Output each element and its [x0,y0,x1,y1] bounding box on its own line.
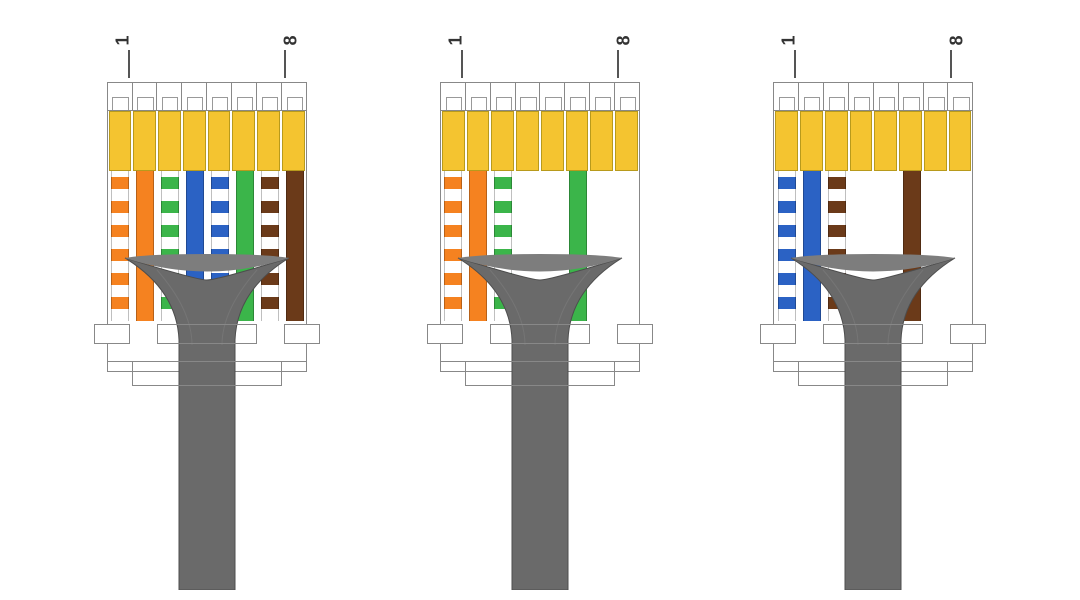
pin-slot [257,83,282,110]
pin-slot [182,83,207,110]
lower-housing [798,362,948,386]
gold-contact [183,111,206,171]
gold-contact [590,111,613,171]
strain-tab [760,324,796,344]
pin-slots [441,83,639,111]
pin-slot [232,83,257,110]
pin-slot [516,83,541,110]
lower-housing [132,362,282,386]
gold-contacts [441,111,639,171]
pin-slot [565,83,590,110]
pin-slots [774,83,972,111]
cable-jacket [117,250,297,580]
pin-slot [899,83,924,110]
gold-contact [850,111,873,171]
gold-contact [109,111,132,171]
connector-4wire-blue-brown: 18 [758,20,988,580]
gold-contact [208,111,231,171]
pin-label-end: 8 [947,35,968,45]
gold-contact [442,111,465,171]
gold-contact [133,111,156,171]
strain-center [490,324,590,344]
gold-contacts [108,111,306,171]
strain-tab [950,324,986,344]
strain-center [157,324,257,344]
strain-relief [107,306,307,362]
gold-contacts [774,111,972,171]
cable-jacket [450,250,630,580]
gold-contact [899,111,922,171]
strain-center [823,324,923,344]
gold-contact [282,111,305,171]
gold-contact [825,111,848,171]
pin-label-start: 1 [112,35,133,45]
pin-slot [849,83,874,110]
pin-tick [950,50,952,78]
gold-contact [800,111,823,171]
lower-housing [465,362,615,386]
pin-slot [948,83,972,110]
cable-jacket [783,250,963,580]
rj45-diagram: 18 18 18 [0,0,1080,600]
pin-slots [108,83,306,111]
strain-relief [440,306,640,362]
strain-relief [773,306,973,362]
pin-slot [491,83,516,110]
gold-contact [232,111,255,171]
pin-slot [108,83,133,110]
pin-slot [799,83,824,110]
pin-slot [207,83,232,110]
connector-full-8wire: 18 [92,20,322,580]
pin-label-start: 1 [445,35,466,45]
gold-contact [158,111,181,171]
pin-slot [874,83,899,110]
strain-tab [284,324,320,344]
pin-tick [128,50,130,78]
strain-tab [427,324,463,344]
connector-4wire-orange-green: 18 [425,20,655,580]
pin-tick [794,50,796,78]
pin-slot [133,83,158,110]
gold-contact [516,111,539,171]
pin-slot [282,83,306,110]
strain-tab [617,324,653,344]
pin-slot [540,83,565,110]
pin-label-start: 1 [779,35,800,45]
gold-contact [491,111,514,171]
gold-contact [257,111,280,171]
gold-contact [541,111,564,171]
pin-slot [774,83,799,110]
pin-slot [590,83,615,110]
gold-contact [924,111,947,171]
gold-contact [566,111,589,171]
pin-slot [466,83,491,110]
pin-slot [157,83,182,110]
pin-slot [615,83,639,110]
gold-contact [874,111,897,171]
pin-label-end: 8 [613,35,634,45]
pin-slot [441,83,466,110]
pin-tick [461,50,463,78]
gold-contact [949,111,972,171]
pin-slot [924,83,949,110]
gold-contact [775,111,798,171]
gold-contact [467,111,490,171]
pin-tick [284,50,286,78]
pin-slot [824,83,849,110]
pin-tick [617,50,619,78]
gold-contact [615,111,638,171]
pin-label-end: 8 [280,35,301,45]
strain-tab [94,324,130,344]
